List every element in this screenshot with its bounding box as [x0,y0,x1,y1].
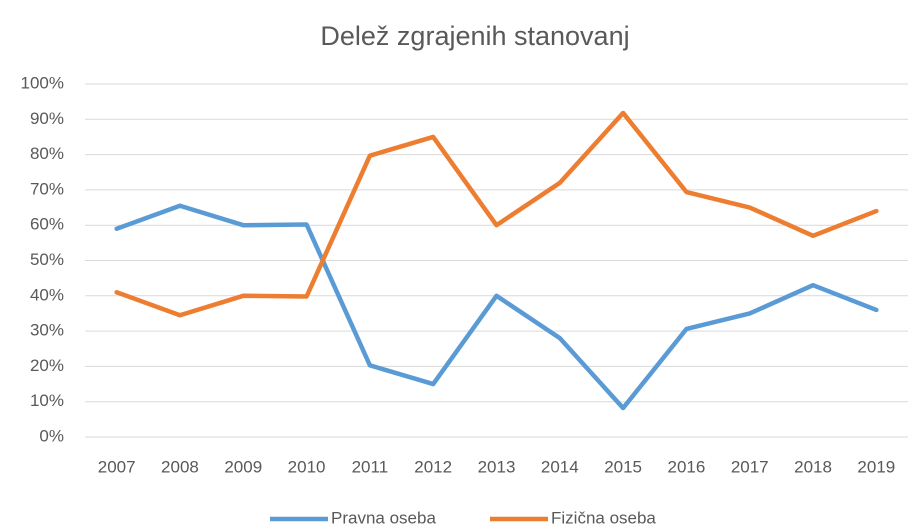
x-tick-label: 2016 [668,457,706,476]
y-tick-label: 40% [30,285,64,304]
x-tick-label: 2010 [288,457,326,476]
y-tick-label: 0% [39,426,64,445]
x-tick-label: 2017 [731,457,769,476]
y-tick-label: 90% [30,109,64,128]
y-tick-label: 20% [30,356,64,375]
x-tick-label: 2014 [541,457,579,476]
x-tick-label: 2012 [414,457,452,476]
x-tick-label: 2015 [604,457,642,476]
series-line [114,110,879,318]
y-tick-label: 70% [30,179,64,198]
x-tick-label: 2018 [794,457,832,476]
y-tick-label: 50% [30,250,64,269]
x-tick-label: 2011 [352,457,389,476]
x-tick-label: 2019 [857,457,895,476]
x-tick-label: 2013 [478,457,516,476]
y-tick-label: 60% [30,215,64,234]
y-tick-label: 10% [30,391,64,410]
chart-title: Delež zgrajenih stanovanj [320,21,629,51]
y-tick-label: 30% [30,321,64,340]
x-tick-label: 2007 [98,457,136,476]
y-tick-label: 100% [21,73,64,92]
legend-label: Pravna oseba [331,508,436,527]
x-tick-label: 2008 [161,457,199,476]
series-line [114,203,879,411]
x-tick-label: 2009 [224,457,262,476]
y-tick-label: 80% [30,144,64,163]
legend-label: Fizična oseba [551,508,656,527]
